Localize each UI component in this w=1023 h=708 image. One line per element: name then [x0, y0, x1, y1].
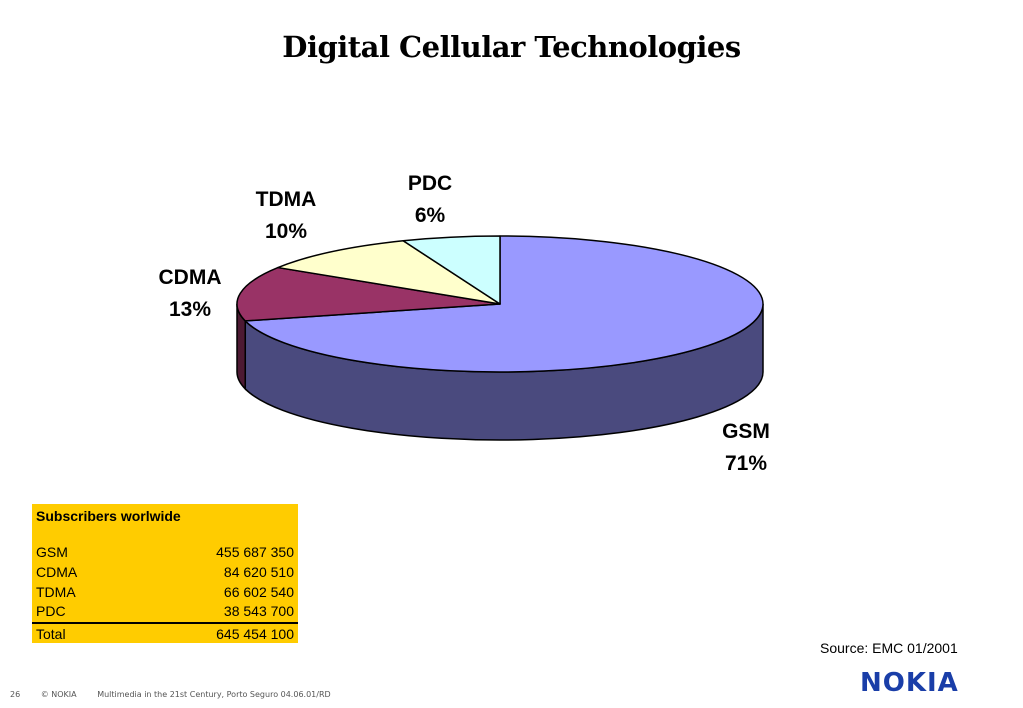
table-cell-name: CDMA — [36, 564, 78, 580]
table-cell-name: TDMA — [36, 584, 76, 600]
nokia-logo: NOKIA — [860, 668, 959, 698]
footer-page-number: 26 — [10, 690, 21, 699]
table-cell-name: GSM — [36, 544, 68, 560]
pie-label-cdma-name: CDMA — [158, 266, 222, 289]
pie-label-gsm: GSM 71% — [686, 416, 806, 480]
table-cell-name: PDC — [36, 603, 66, 619]
total-divider — [32, 622, 298, 624]
table-total-name: Total — [36, 626, 66, 642]
table-row: GSM 455 687 350 — [36, 542, 294, 562]
table-row: PDC 38 543 700 — [36, 601, 294, 621]
pie-label-tdma-percent: 10% — [264, 220, 308, 243]
pie-slice-gsm — [244, 235, 764, 373]
table-cell-value: 84 620 510 — [223, 564, 294, 580]
table-total-value: 645 454 100 — [216, 626, 294, 642]
pie-label-gsm-name: GSM — [722, 420, 770, 443]
pie-label-pdc-percent: 6% — [414, 204, 446, 227]
pie-slice-pdc — [402, 235, 501, 305]
pie-label-tdma: TDMA 10% — [226, 184, 346, 248]
table-cell-value: 38 543 700 — [223, 603, 294, 619]
footer-text: Multimedia in the 21st Century, Porto Se… — [97, 690, 331, 699]
table-cell-value: 455 687 350 — [216, 544, 294, 560]
pie-label-pdc-name: PDC — [407, 172, 453, 195]
page-title: Digital Cellular Technologies — [282, 30, 741, 64]
pie-label-cdma-percent: 13% — [168, 298, 212, 321]
footer-copyright: © NOKIA — [40, 690, 77, 699]
table-header: Subscribers worlwide — [36, 508, 181, 524]
pie-label-cdma: CDMA 13% — [130, 262, 250, 326]
pie-label-pdc: PDC 6% — [370, 168, 490, 232]
table-cell-value: 66 602 540 — [223, 584, 294, 600]
table-total-row: Total 645 454 100 — [36, 624, 294, 644]
pie-label-tdma-name: TDMA — [255, 188, 317, 211]
footer: 26 © NOKIA Multimedia in the 21st Centur… — [10, 690, 349, 699]
table-row: TDMA 66 602 540 — [36, 582, 294, 602]
pie-slice-cdma — [236, 266, 501, 322]
source-note: Source: EMC 01/2001 — [820, 640, 958, 656]
pie-slice-tdma — [277, 240, 501, 305]
table-row: CDMA 84 620 510 — [36, 562, 294, 582]
subscribers-table: Subscribers worlwide GSM 455 687 350 CDM… — [32, 504, 298, 643]
pie-label-gsm-percent: 71% — [724, 452, 768, 475]
